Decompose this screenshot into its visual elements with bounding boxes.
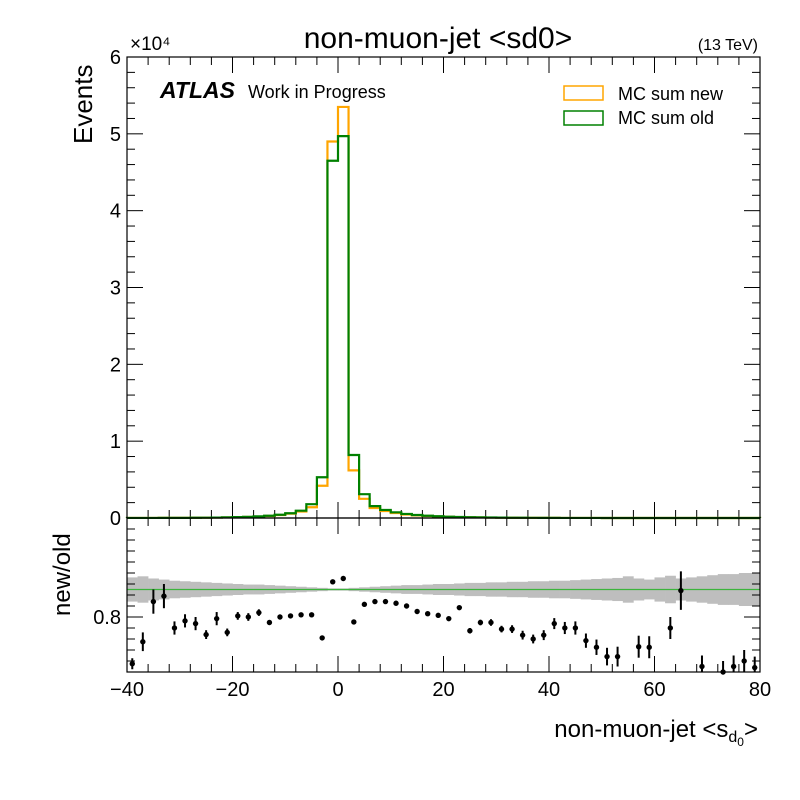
ratio-point: [678, 587, 684, 594]
ratio-point: [635, 644, 642, 650]
atlas-label: ATLAS: [159, 77, 236, 103]
ratio-point: [446, 615, 452, 622]
ratio-y-tick-label: 0.8: [93, 607, 121, 629]
ratio-point: [351, 619, 357, 625]
ratio-point: [414, 608, 420, 615]
main-axis-ticks: 0 1 2 3 4 5 6: [110, 47, 761, 530]
ratio-point: [203, 631, 209, 638]
ratio-point: [741, 658, 747, 664]
ratio-uncertainty-band: [127, 573, 761, 606]
ratio-point: [340, 575, 346, 582]
ratio-point: [382, 598, 389, 605]
energy-label: (13 TeV): [698, 37, 758, 54]
legend-swatch-old: [563, 110, 604, 126]
ratio-point: [192, 620, 199, 627]
ratio-point: [319, 635, 325, 641]
ratio-point: [498, 626, 505, 632]
ratio-point: [171, 625, 178, 631]
x-tick-label: 60: [643, 679, 665, 701]
ratio-point: [361, 601, 368, 608]
ratio-point: [213, 615, 220, 622]
ratio-point: [530, 636, 536, 642]
ratio-point: [287, 613, 294, 619]
ratio-point: [572, 625, 579, 631]
ratio-point: [256, 609, 262, 616]
atlas-sublabel: Work in Progress: [248, 82, 386, 102]
ratio-point: [699, 663, 705, 670]
x-tick-label: −20: [216, 679, 250, 701]
ratio-point: [298, 612, 304, 618]
ratio-point: [519, 632, 526, 638]
ratio-point: [424, 611, 431, 617]
ratio-point: [488, 619, 494, 626]
main-series-group: [125, 105, 762, 520]
ratio-point: [161, 593, 167, 599]
legend: MC sum new MC sum old: [563, 84, 724, 128]
ratio-point: [456, 604, 463, 611]
ratio-point: [308, 612, 315, 618]
ratio-axis-ticks: 0.8 −40 −20 0 20 40 60 80: [93, 518, 771, 701]
ratio-point: [667, 625, 674, 631]
ratio-point: [614, 653, 621, 660]
main-y-tick-label: 6: [110, 47, 121, 69]
y-scale-label: ×10⁴: [130, 34, 170, 55]
ratio-point: [646, 644, 652, 650]
x-axis-label-close: >: [744, 716, 758, 743]
main-y-tick-label: 3: [110, 278, 121, 300]
ratio-point: [435, 612, 441, 619]
histogram-mc-sum-new: [125, 105, 762, 520]
x-axis-label: non-muon-jet <sd0>: [554, 716, 758, 749]
ratio-point: [393, 600, 399, 606]
main-y-tick-label: 2: [110, 354, 121, 376]
ratio-point: [266, 619, 273, 626]
ratio-point: [330, 579, 336, 585]
x-tick-label: −40: [110, 679, 144, 701]
x-axis-label-sub: d: [728, 729, 737, 746]
ratio-panel-frame: [126, 517, 761, 673]
ratio-panel: 0.8 −40 −20 0 20 40 60 80: [93, 517, 771, 701]
legend-label-old: MC sum old: [618, 108, 714, 128]
ratio-point: [604, 653, 610, 660]
ratio-point: [150, 598, 157, 605]
ratio-points-group: [129, 571, 758, 675]
ratio-point: [509, 626, 515, 632]
ratio-point: [583, 637, 589, 644]
ratio-point: [551, 620, 557, 627]
main-y-tick-label: 5: [110, 124, 121, 146]
main-y-tick-label: 0: [110, 508, 121, 530]
chart-title: non-muon-jet <sd0>: [304, 22, 573, 55]
ratio-point: [752, 664, 758, 671]
ratio-point: [403, 603, 410, 609]
x-tick-label: 80: [749, 679, 771, 701]
ratio-point: [593, 644, 600, 650]
x-tick-label: 20: [432, 679, 454, 701]
ratio-y-axis-label: new/old: [49, 533, 76, 616]
ratio-point: [129, 661, 135, 667]
x-tick-label: 0: [332, 679, 343, 701]
ratio-point: [562, 625, 568, 631]
ratio-point: [182, 618, 188, 624]
ratio-point: [467, 628, 473, 634]
ratio-point: [245, 614, 252, 620]
main-y-axis-label: Events: [68, 65, 98, 145]
ratio-point: [235, 613, 241, 619]
ratio-point: [477, 619, 484, 626]
x-tick-label: 40: [538, 679, 560, 701]
main-y-tick-label: 4: [110, 201, 121, 223]
histogram-mc-sum-old: [125, 135, 762, 520]
x-axis-label-main: non-muon-jet <s: [554, 716, 728, 743]
ratio-point: [277, 614, 283, 620]
ratio-point: [372, 598, 378, 605]
main-y-tick-label: 1: [110, 431, 121, 453]
x-axis-label-subsub: 0: [737, 735, 744, 749]
ratio-point: [541, 632, 547, 638]
ratio-point: [224, 629, 230, 636]
legend-swatch-new: [563, 85, 604, 101]
legend-label-new: MC sum new: [618, 84, 724, 104]
ratio-point: [730, 663, 737, 670]
ratio-point: [140, 639, 146, 645]
